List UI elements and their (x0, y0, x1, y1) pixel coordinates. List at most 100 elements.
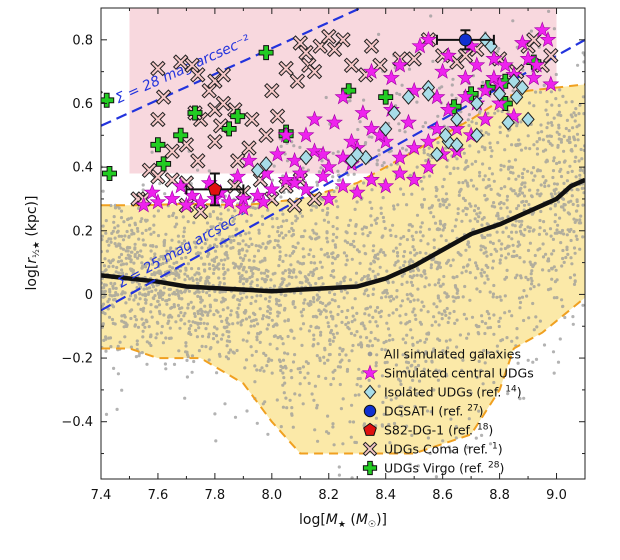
virgo-udg-point (187, 105, 203, 121)
coma-udg-point (286, 197, 303, 214)
isolated-udg-point (438, 127, 453, 144)
coma-udg-point (278, 60, 294, 77)
sim-udg-point (297, 126, 315, 143)
sim-udg-point (314, 145, 332, 162)
legend-label: Isolated UDGs (ref. 14) (384, 385, 522, 400)
isolated-udg-point (450, 137, 464, 153)
x-tick-label: 7.6 (148, 488, 169, 503)
sim-udg-point (354, 104, 372, 121)
isolated-udg-point (470, 127, 484, 144)
coma-udg-point (229, 153, 246, 169)
virgo-udg-point (221, 121, 237, 137)
isolated-udg-point (401, 89, 416, 105)
legend-label: All simulated galaxies (384, 347, 521, 362)
isolated-udg-point (507, 73, 521, 89)
sim-udg-point (343, 132, 360, 149)
legend-label: DGSAT I (ref. 27) (384, 404, 484, 419)
virgo-udg-point (102, 166, 117, 181)
sim-udg-point (456, 69, 474, 86)
sim-udg-point (513, 34, 531, 51)
sim-udg-point (533, 21, 551, 38)
isolated-udg-point (350, 146, 364, 163)
virgo-udg-point (258, 45, 274, 61)
sim-udg-point (411, 37, 429, 54)
sim-udg-point (291, 164, 309, 181)
coma-udg-point (215, 95, 232, 112)
sim-udg-point (525, 69, 543, 86)
x-axis-label: log[M★ (M☉)] (299, 512, 387, 530)
sim-udg-point (419, 132, 437, 149)
sim-udg-point (448, 120, 466, 137)
y-tick-label: 0.8 (72, 33, 93, 48)
x-tick-label: 7.4 (91, 488, 112, 503)
coma-udg-point (289, 73, 306, 89)
coma-udg-point (258, 127, 274, 144)
virgo-udg-point (378, 89, 394, 105)
coma-udg-point (150, 60, 166, 77)
sim-udg-point (405, 139, 423, 156)
legend-marker (361, 364, 379, 380)
isolated-udg-point (521, 111, 535, 128)
coma-udg-point (406, 51, 422, 67)
sim-udg-point (220, 193, 238, 210)
x-tick-label: 8.2 (318, 488, 339, 503)
coma-udg-point (306, 63, 323, 80)
coma-udg-point (201, 82, 217, 99)
sim-udg-point (229, 167, 247, 184)
coma-udg-point (326, 41, 343, 58)
sim-udg-point (528, 56, 546, 73)
isolated-udg-point (492, 86, 507, 102)
legend-label: Simulated central UDGs (384, 366, 534, 381)
sim-udg-point (143, 183, 161, 200)
coma-udg-point (215, 67, 232, 83)
coma-udg-point (184, 57, 200, 74)
sim-udg-point (297, 180, 315, 197)
virgo-udg-point (173, 127, 189, 143)
coma-udg-point (192, 203, 209, 220)
sim-udg-point (496, 56, 514, 73)
sim-udg-point (240, 151, 258, 168)
s82-point (207, 181, 223, 196)
sim-udg-point (254, 193, 272, 210)
legend: All simulated galaxies Simulated central … (361, 347, 534, 476)
isolated-udg-point (259, 156, 273, 172)
coma-udg-point (298, 44, 314, 61)
isolated-udg-point (387, 105, 401, 121)
sim-udg-point (234, 199, 252, 216)
isolated-udg-point (450, 111, 464, 128)
sim-udg-point (391, 164, 409, 181)
legend-marker (363, 422, 377, 436)
sim-udg-point (177, 196, 195, 213)
sim-udg-point (456, 88, 474, 105)
x-tick-label: 8.6 (432, 488, 453, 503)
sim-udg-point (428, 120, 446, 137)
dgsat-point (458, 33, 472, 47)
sim-udg-point (391, 56, 409, 73)
sim-udg-point (135, 196, 153, 213)
coma-udg-point (155, 89, 172, 105)
isolated-udg-point (510, 89, 524, 105)
coma-udg-point (306, 191, 323, 207)
x-tick-label: 7.8 (205, 488, 226, 503)
legend-marker (363, 404, 377, 418)
virgo-udg-point (341, 83, 357, 99)
x-tick-label: 9.0 (546, 488, 567, 503)
sim-udg-point (348, 183, 366, 200)
isolated-udg-point (250, 162, 265, 179)
median-line (101, 177, 585, 294)
sim-udg-point (419, 30, 437, 48)
isolated-udg-point (421, 86, 436, 102)
sim-udg-point (277, 126, 295, 143)
sim-udg-point (334, 88, 352, 105)
sim-udg-point (334, 148, 352, 165)
virgo-udg-point (156, 156, 172, 172)
sim-udg-point (476, 81, 494, 98)
isolated-udg-point (470, 95, 484, 112)
virgo-udg-point (480, 80, 496, 96)
sim-udg-point (391, 148, 409, 165)
legend-marker (362, 460, 378, 476)
axes: 7.4 7.6 7.8 8.0 8.2 8.4 8.6 8.8 9.0 −0.4 −0.2 0 0.2 0… (61, 7, 586, 503)
y-tick-label: 0.6 (72, 97, 93, 112)
sim-udg-point (149, 193, 167, 210)
sim-udg-point (320, 190, 338, 207)
